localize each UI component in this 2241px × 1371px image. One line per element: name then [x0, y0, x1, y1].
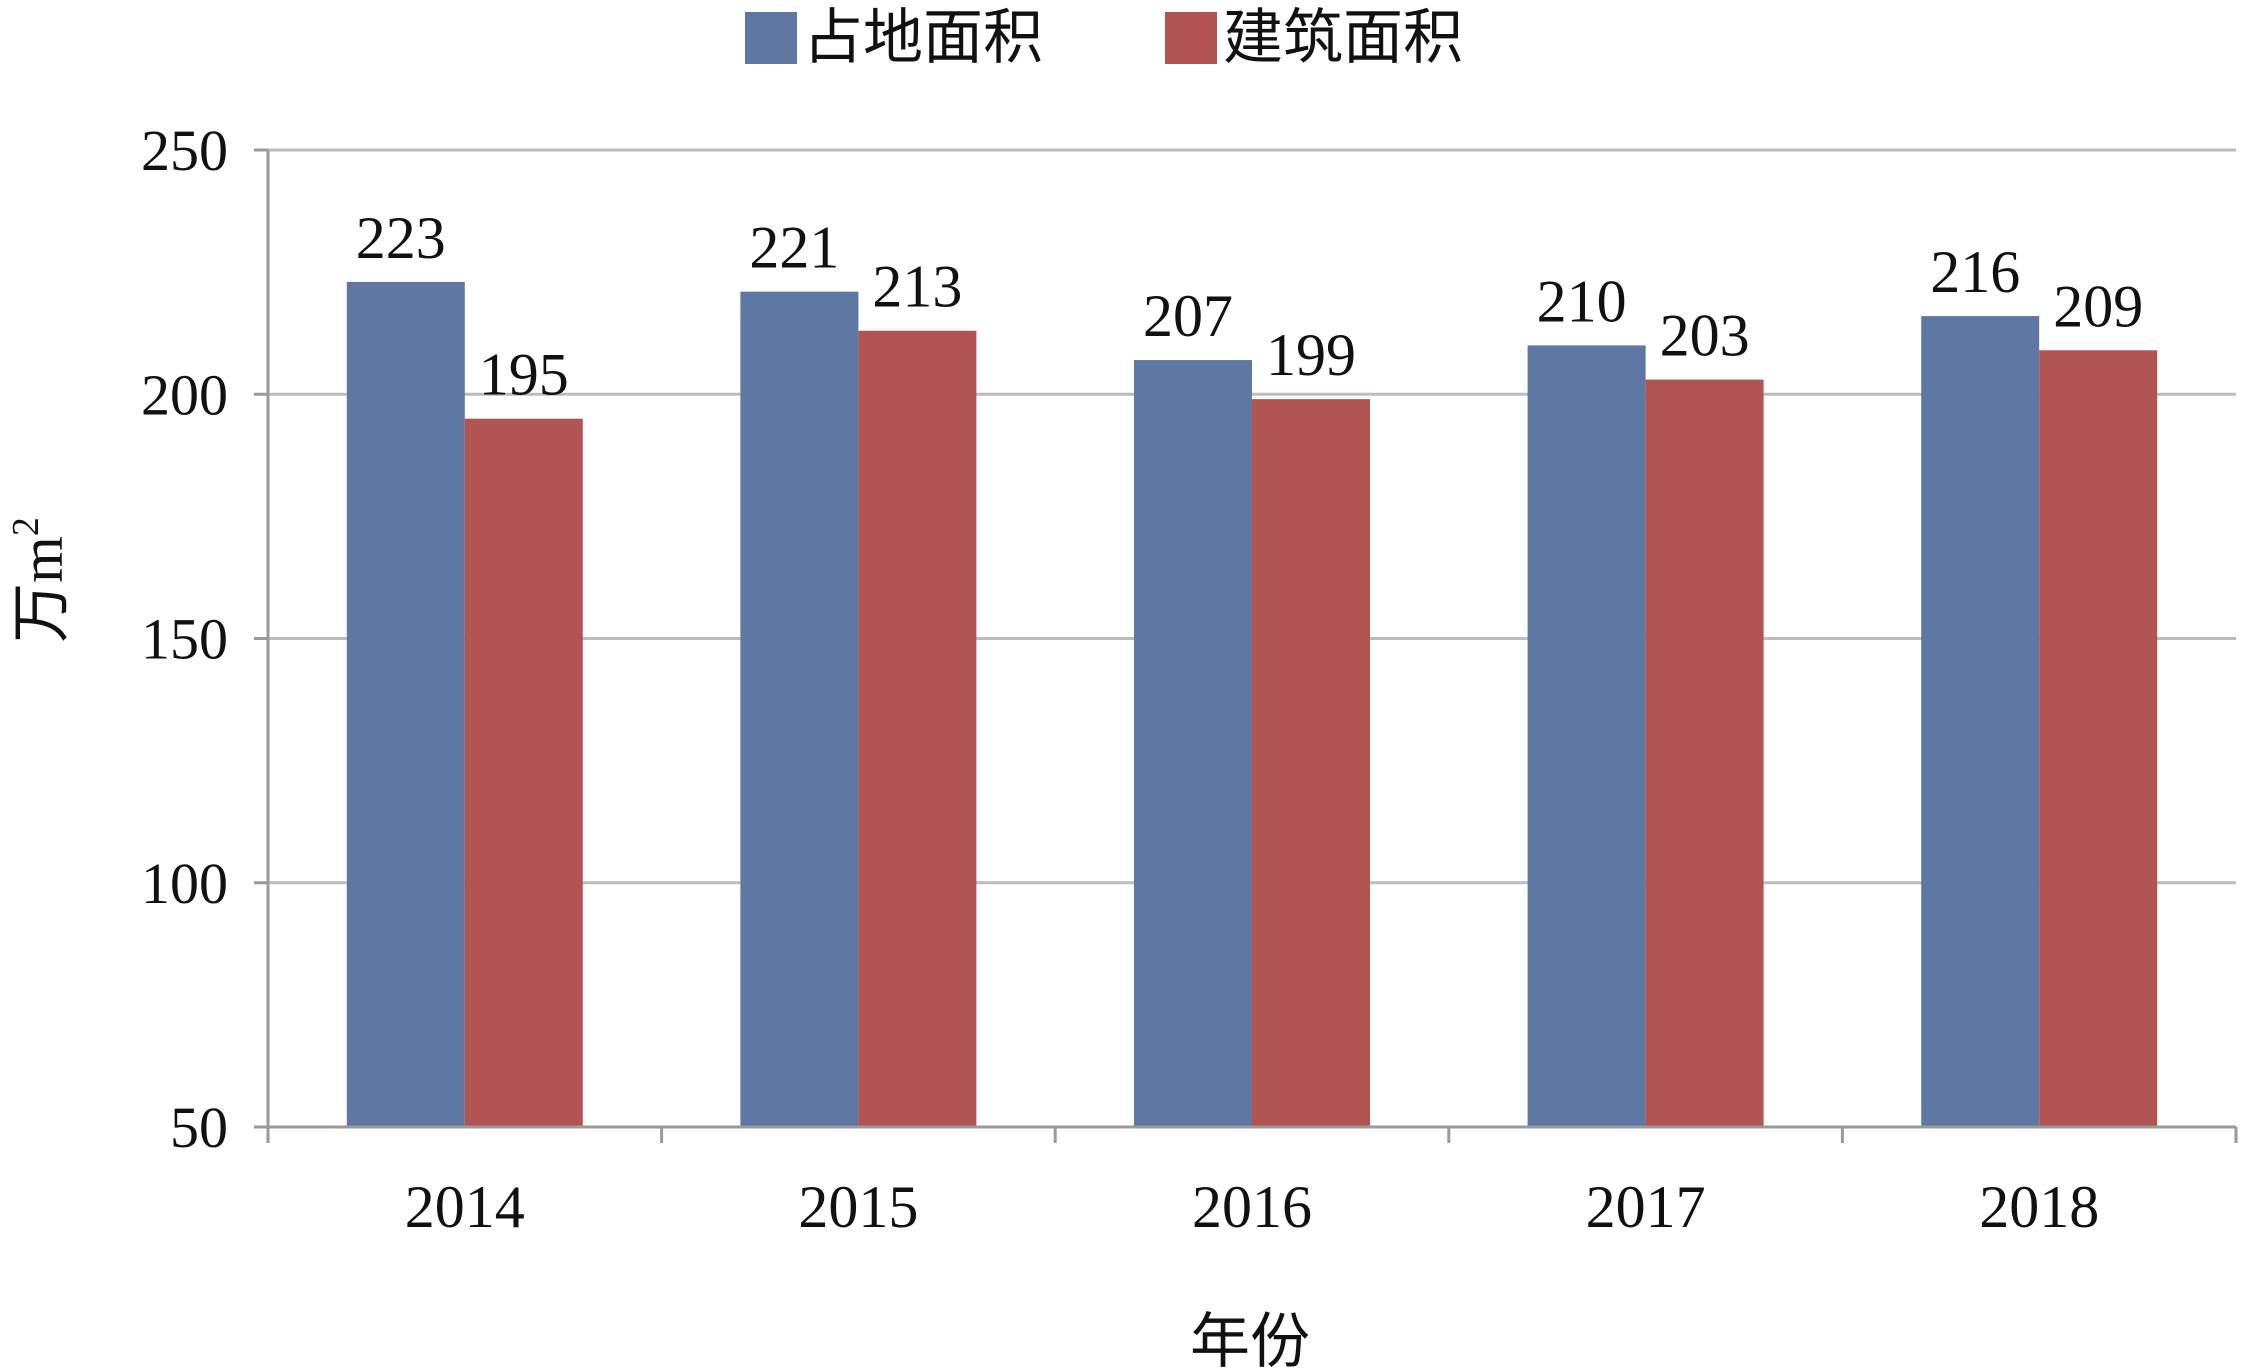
- bar-2015-series-0: [740, 291, 859, 1127]
- x-axis-title: 年份: [1190, 1309, 1310, 1371]
- y-tick-label-100: 100: [141, 851, 228, 916]
- bar-2016-series-0: [1134, 360, 1252, 1127]
- legend: 占地面积 建筑面积: [745, 5, 1463, 71]
- data-label-2014-series-0: 223: [356, 205, 446, 271]
- bar-2015-series-1: [858, 330, 977, 1127]
- bar-2014-series-0: [346, 281, 465, 1127]
- x-tick-label-2017: 2017: [1586, 1174, 1706, 1240]
- data-label-2018-series-0: 216: [1930, 239, 2020, 305]
- y-axis-title-superscript: 2: [5, 517, 47, 536]
- bars: [346, 281, 2158, 1128]
- data-label-2018-series-1: 209: [2053, 273, 2143, 339]
- legend-swatch-building-area: [1165, 12, 1217, 64]
- data-labels: 223 195 221 213 207 199 210 203 216 209: [356, 205, 2143, 408]
- data-label-2016-series-1: 199: [1266, 322, 1356, 388]
- bar-2017-series-1: [1645, 379, 1764, 1128]
- bar-2018-series-1: [2039, 350, 2158, 1127]
- x-tick-label-2014: 2014: [405, 1174, 525, 1240]
- x-tick-label-2018: 2018: [1979, 1174, 2099, 1240]
- x-tick-label-2016: 2016: [1192, 1174, 1312, 1240]
- legend-label-building-area: 建筑面积: [1223, 5, 1463, 71]
- y-axis-title: 万m2: [5, 517, 75, 643]
- bar-2018-series-0: [1921, 316, 2040, 1128]
- axes: 50 100 150 200 250 2014 2015 2016 2017 2018: [141, 118, 2238, 1240]
- data-label-2015-series-0: 221: [749, 215, 839, 281]
- y-tick-label-150: 150: [141, 607, 228, 672]
- y-axis-title-group: 万m2: [5, 517, 75, 643]
- y-tick-label-250: 250: [141, 118, 228, 183]
- data-label-2017-series-0: 210: [1537, 268, 1627, 334]
- y-tick-label-50: 50: [170, 1095, 228, 1160]
- bar-2017-series-0: [1527, 345, 1646, 1127]
- legend-label-land-area: 占地面积: [803, 5, 1043, 71]
- x-tick-label-2015: 2015: [798, 1174, 918, 1240]
- y-axis-title-text: 万m: [9, 536, 75, 643]
- data-label-2015-series-1: 213: [872, 254, 962, 320]
- y-tick-label-200: 200: [141, 362, 228, 427]
- data-label-2014-series-1: 195: [479, 342, 569, 408]
- legend-swatch-land-area: [745, 12, 797, 64]
- data-label-2016-series-0: 207: [1143, 283, 1233, 349]
- bar-2014-series-1: [464, 418, 583, 1127]
- bar-2016-series-1: [1252, 399, 1370, 1127]
- data-label-2017-series-1: 203: [1660, 303, 1750, 369]
